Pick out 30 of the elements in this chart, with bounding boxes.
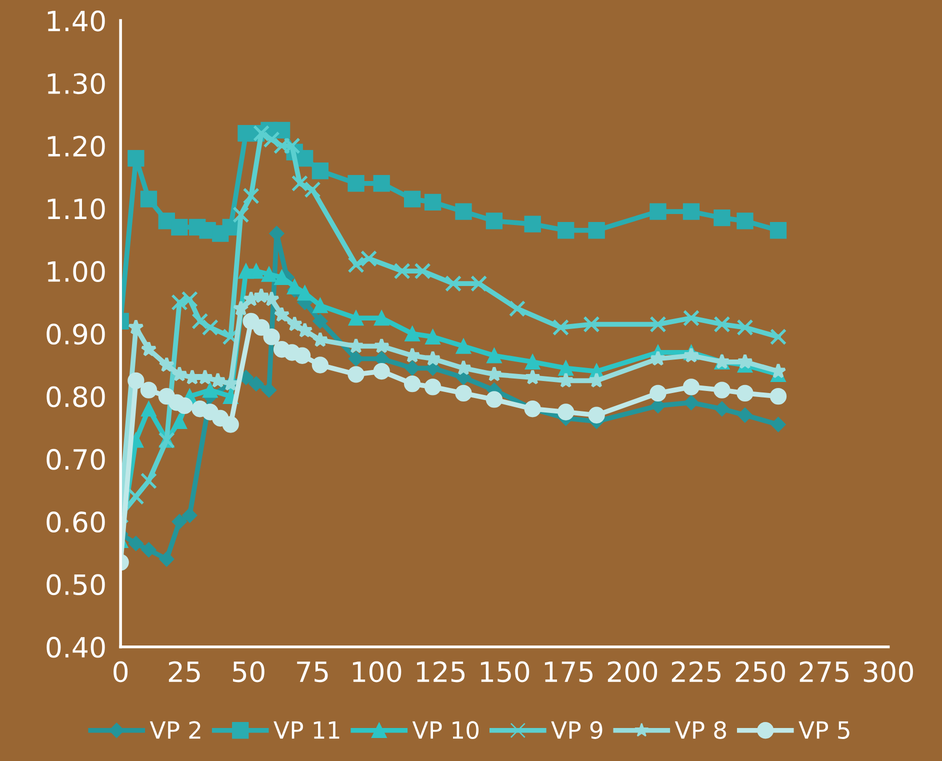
x-tick-label: 150 bbox=[480, 661, 530, 682]
x-tick-label: 0 bbox=[114, 661, 128, 682]
y-tick-label: 1.30 bbox=[48, 73, 105, 94]
x-tick-label: 175 bbox=[544, 662, 592, 682]
legend-label: VP 2 bbox=[150, 721, 200, 739]
y-tick-label: 1.20 bbox=[48, 136, 105, 157]
y-tick-label: 1.00 bbox=[48, 261, 105, 282]
x-tick-label: 300 bbox=[864, 661, 913, 682]
x-tick-label: 200 bbox=[608, 661, 658, 682]
x-tick-label: 25 bbox=[168, 661, 200, 682]
legend-label: VP 8 bbox=[674, 721, 726, 739]
x-tick-label: 50 bbox=[233, 661, 264, 682]
y-tick-label: 0.80 bbox=[46, 386, 105, 408]
x-tick-label: 125 bbox=[417, 661, 465, 682]
y-tick-label: 1.10 bbox=[48, 198, 105, 220]
x-tick-label: 100 bbox=[353, 661, 402, 682]
legend-label: VP 9 bbox=[551, 721, 602, 739]
x-tick-label: 225 bbox=[672, 661, 720, 682]
x-tick-label: 275 bbox=[800, 661, 848, 682]
y-tick-label: 0.90 bbox=[46, 324, 105, 345]
y-tick-label: 0.40 bbox=[46, 636, 105, 658]
legend-label: VP 11 bbox=[274, 721, 340, 739]
y-tick-label: 0.50 bbox=[46, 574, 105, 596]
x-tick-label: 75 bbox=[297, 662, 328, 682]
legend-label: VP 10 bbox=[412, 721, 479, 739]
y-tick-label: 0.60 bbox=[46, 512, 105, 533]
x-tick-label: 250 bbox=[736, 661, 786, 682]
y-tick-label: 0.70 bbox=[46, 448, 105, 470]
legend-label: VP 5 bbox=[798, 721, 850, 739]
y-tick-label: 1.40 bbox=[48, 10, 105, 32]
